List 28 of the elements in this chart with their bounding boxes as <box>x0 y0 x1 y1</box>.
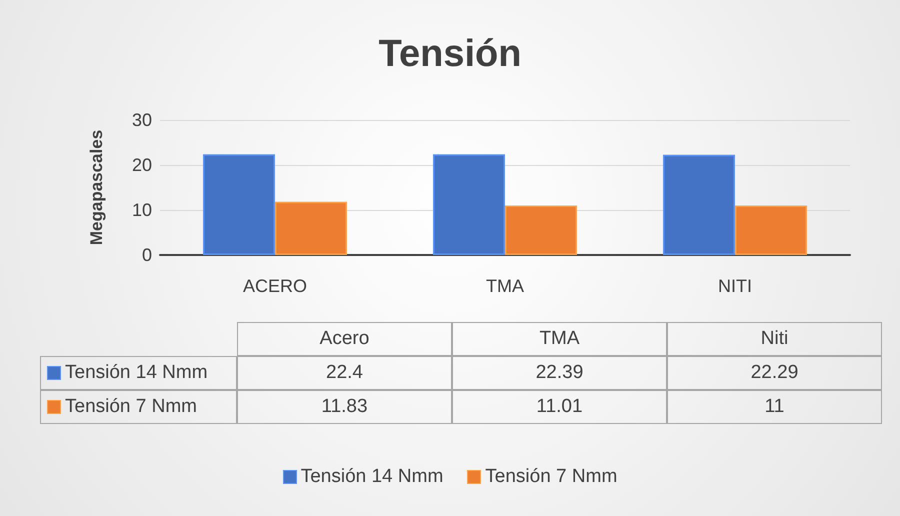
x-tick-label: ACERO <box>242 276 308 296</box>
text: Acero <box>237 322 452 356</box>
data-label: 22.39 <box>452 356 667 390</box>
bar <box>275 202 347 255</box>
y-tick-label: 0 <box>142 245 152 265</box>
bar <box>505 205 577 255</box>
y-tick-label: 20 <box>132 155 152 175</box>
data-label: 11.01 <box>452 390 667 424</box>
x-tick-label: TMA <box>486 276 524 296</box>
data-label: 22.29 <box>667 356 882 390</box>
data-label: 22.4 <box>237 356 452 390</box>
bar <box>433 154 505 255</box>
bar <box>203 154 275 255</box>
text: Tensión 7 Nmm <box>485 466 618 487</box>
y-tick-label: 30 <box>132 110 152 130</box>
legend-label: Tensión 14 Nmm <box>65 362 208 384</box>
bar <box>735 206 807 255</box>
x-tick-label: NITI <box>718 276 752 296</box>
text: Niti <box>667 322 882 356</box>
bar <box>663 154 735 255</box>
data-label: 11.83 <box>237 390 452 424</box>
text: Tensión 14 Nmm <box>300 466 444 487</box>
legend-label: Tensión 7 Nmm <box>65 396 197 418</box>
y-tick-label: 10 <box>132 200 152 220</box>
chart-title: Tensión <box>378 33 522 75</box>
text: TMA <box>452 322 667 356</box>
y-axis-title: Megapascales <box>87 130 106 246</box>
data-label: 11 <box>667 390 882 424</box>
